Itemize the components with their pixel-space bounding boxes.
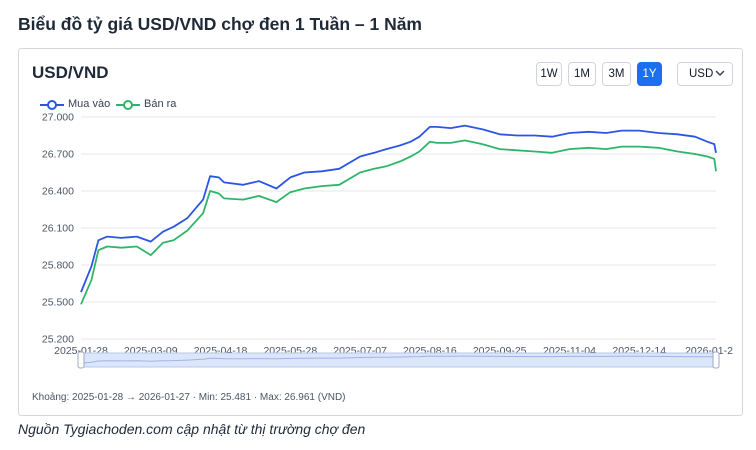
legend-swatch-sell (116, 100, 140, 110)
legend-label-sell: Bán ra (144, 98, 177, 110)
zoom-slider-handle-right[interactable] (712, 351, 720, 369)
line-chart: 25.200 25.500 25.800 26.100 26.400 26.700 27.0… (42, 112, 733, 369)
range-button-1w[interactable]: 1W (536, 62, 562, 86)
y-tick-label: 26.100 (42, 223, 74, 235)
y-tick-label: 27.000 (42, 112, 74, 124)
legend-label-buy: Mua vào (68, 98, 111, 110)
source-note: Nguồn Tygiachoden.com cập nhật từ thị tr… (18, 421, 366, 437)
legend-item-sell[interactable]: Bán ra (116, 97, 186, 113)
series-line-sell (80, 139, 717, 305)
range-button-1y[interactable]: 1Y (637, 62, 662, 86)
range-button-3m[interactable]: 3M (602, 62, 631, 86)
range-button-1m[interactable]: 1M (568, 62, 596, 86)
y-tick-label: 26.700 (42, 149, 74, 161)
chart-card: USD/VND 1W 1M 3M 1Y USD Mua vào Bán ra 2… (18, 48, 743, 416)
currency-select[interactable]: USD (677, 62, 733, 86)
currency-select-value: USD (689, 68, 714, 80)
range-summary: Khoảng: 2025-01-28 → 2026-01-27 · Min: 2… (32, 392, 346, 403)
zoom-slider-track (80, 352, 717, 368)
chevron-down-icon (715, 70, 725, 76)
y-tick-label: 26.400 (42, 186, 74, 198)
series-line-buy (80, 124, 717, 293)
legend-item-buy[interactable]: Mua vào (40, 97, 110, 113)
y-tick-label: 25.200 (42, 334, 74, 346)
legend-swatch-buy (40, 100, 64, 110)
zoom-slider-handle-left[interactable] (77, 351, 85, 369)
zoom-slider-preview (80, 355, 717, 364)
y-tick-label: 25.500 (42, 297, 74, 309)
y-tick-label: 25.800 (42, 260, 74, 272)
page-title: Biểu đồ tỷ giá USD/VND chợ đen 1 Tuần – … (18, 14, 422, 34)
chart-card-title: USD/VND (32, 63, 109, 82)
